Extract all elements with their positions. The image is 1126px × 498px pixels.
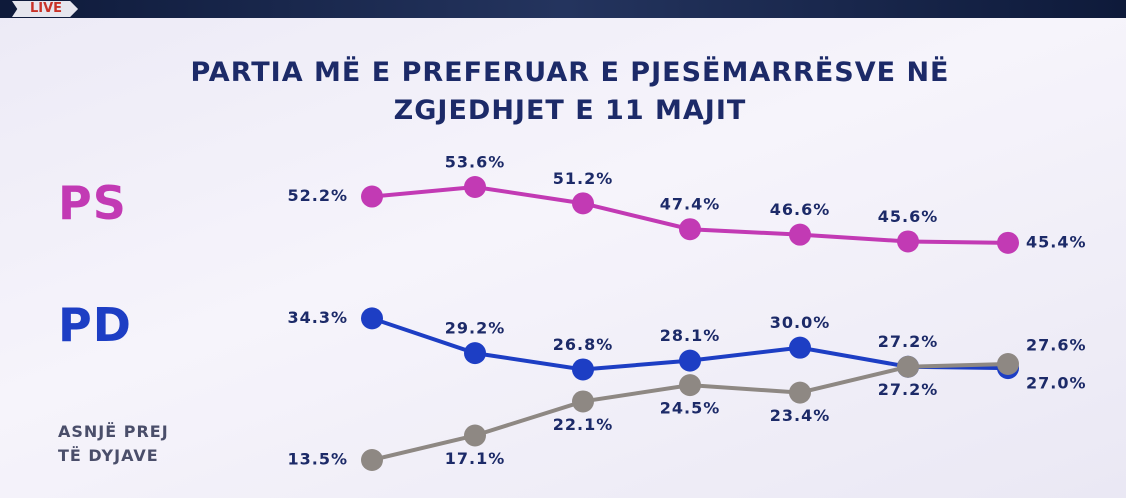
- data-label: 17.1%: [445, 449, 506, 468]
- data-point: [464, 342, 486, 365]
- data-label: 52.2%: [287, 186, 348, 205]
- data-point: [572, 390, 594, 413]
- chart-title: PARTIA MË E PREFERUAR E PJESËMARRËSVE NË…: [190, 57, 950, 126]
- data-point: [789, 336, 811, 359]
- data-point: [464, 424, 486, 447]
- data-label: 28.1%: [660, 326, 721, 345]
- data-point: [679, 349, 701, 372]
- data-point: [361, 307, 383, 330]
- data-point: [679, 218, 701, 241]
- data-label: 46.6%: [770, 200, 831, 219]
- data-label: 27.2%: [878, 332, 939, 351]
- data-point: [464, 176, 486, 198]
- data-label: 27.6%: [1026, 336, 1087, 355]
- data-point: [997, 353, 1019, 376]
- data-label: 34.3%: [287, 308, 348, 327]
- data-point: [997, 231, 1019, 254]
- data-point: [789, 223, 811, 246]
- live-badge: LIVE: [12, 1, 79, 17]
- data-label: 23.4%: [770, 406, 831, 425]
- legend-label: PD: [58, 298, 132, 352]
- data-label: 30.0%: [770, 313, 831, 332]
- data-point: [789, 381, 811, 404]
- data-label: 27.0%: [1026, 374, 1087, 393]
- data-point: [897, 230, 919, 253]
- data-label: 27.2%: [878, 380, 939, 399]
- top-bar: [0, 0, 1126, 18]
- data-label: 29.2%: [445, 319, 506, 338]
- data-label: 45.6%: [878, 207, 939, 226]
- legend-label: PS: [58, 176, 127, 230]
- data-point: [572, 192, 594, 215]
- data-label: 26.8%: [553, 335, 614, 354]
- data-point: [897, 355, 919, 378]
- data-label: 22.1%: [553, 415, 614, 434]
- data-point: [679, 374, 701, 397]
- data-label: 51.2%: [553, 169, 614, 188]
- data-label: 53.6%: [445, 153, 506, 172]
- data-label: 24.5%: [660, 399, 721, 418]
- data-label: 45.4%: [1026, 232, 1087, 251]
- data-point: [361, 185, 383, 208]
- data-label: 47.4%: [660, 195, 721, 214]
- data-point: [572, 358, 594, 381]
- data-label: 13.5%: [287, 450, 348, 469]
- data-point: [361, 449, 383, 471]
- legend-label: ASNJË PREJ TË DYJAVE: [58, 422, 169, 465]
